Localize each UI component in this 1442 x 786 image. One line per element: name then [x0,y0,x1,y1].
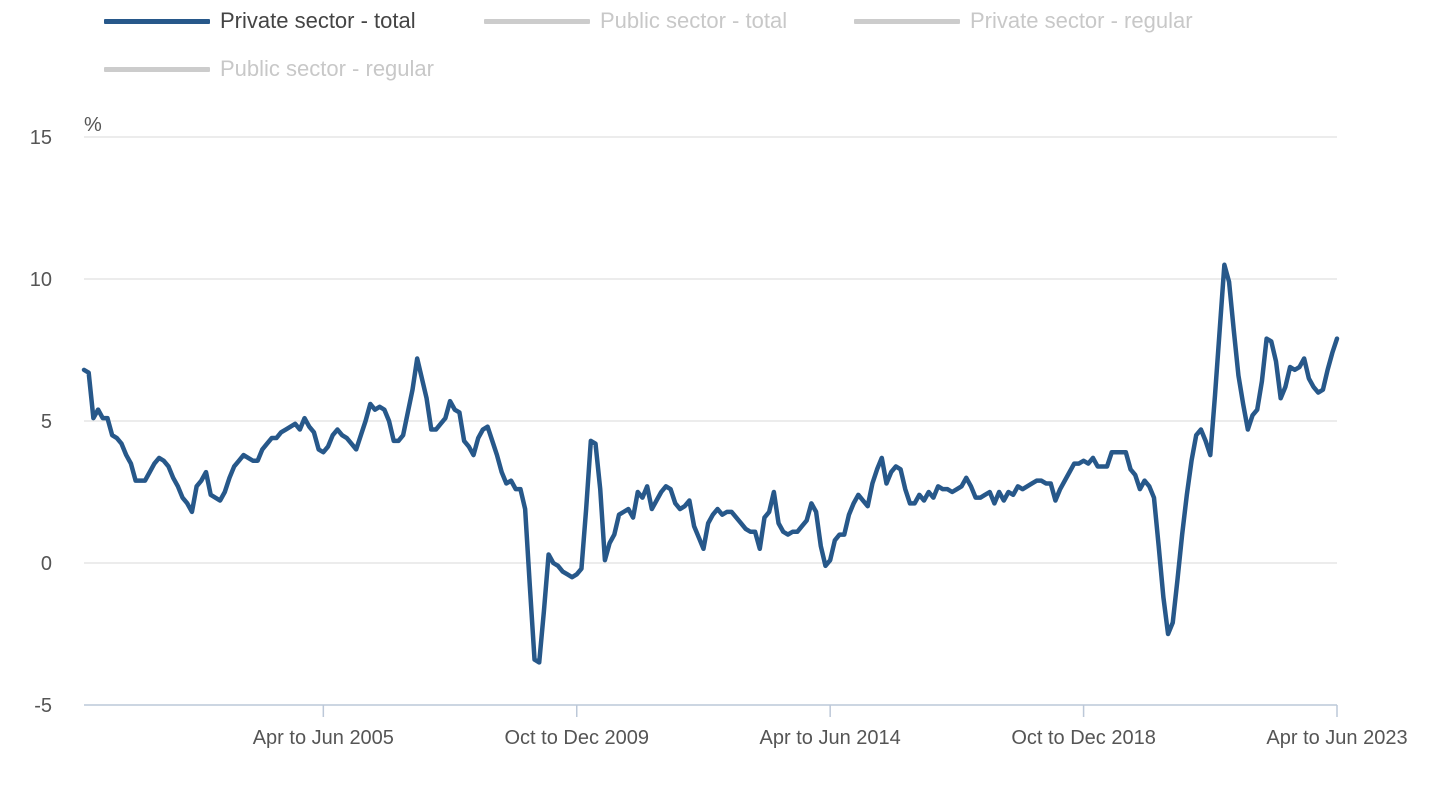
y-axis-unit-label: % [84,114,102,136]
x-tick-label: Oct to Dec 2018 [1011,727,1156,749]
y-tick-label: 0 [41,553,52,575]
y-tick-label: 10 [30,269,52,291]
x-tick-label: Apr to Jun 2014 [760,727,901,749]
legend-swatch-private-sector-regular [854,18,960,24]
legend-swatch-private-sector-total [104,18,210,24]
gridlines [84,136,1337,564]
legend-swatch-public-sector-regular [104,66,210,72]
legend-label-private-sector-regular: Private sector - regular [970,8,1193,33]
x-tick-label: Oct to Dec 2009 [504,727,649,749]
y-axis-ticks: 15 10 5 0 -5 [30,127,52,717]
legend-swatch-public-sector-total [484,18,590,24]
legend-item-public-sector-total[interactable]: Public sector - total [484,8,787,34]
series-layer [81,262,1340,665]
x-tick-label: Apr to Jun 2005 [253,727,394,749]
legend-item-public-sector-regular[interactable]: Public sector - regular [104,56,434,82]
y-tick-label: 5 [41,411,52,433]
legend-label-public-sector-regular: Public sector - regular [220,56,434,81]
y-tick-label: 15 [30,127,52,149]
legend-item-private-sector-total[interactable]: Private sector - total [104,8,416,34]
x-axis: Apr to Jun 2005 Oct to Dec 2009 Apr to Jun… [84,704,1408,749]
legend-label-public-sector-total: Public sector - total [600,8,788,33]
y-tick-label: -5 [34,695,52,717]
legend-item-private-sector-regular[interactable]: Private sector - regular [854,8,1193,34]
x-tick-label: Apr to Jun 2023 [1266,727,1407,749]
series-line-private-sector-total[interactable] [81,262,1340,665]
legend-label-private-sector-total: Private sector - total [220,8,416,33]
